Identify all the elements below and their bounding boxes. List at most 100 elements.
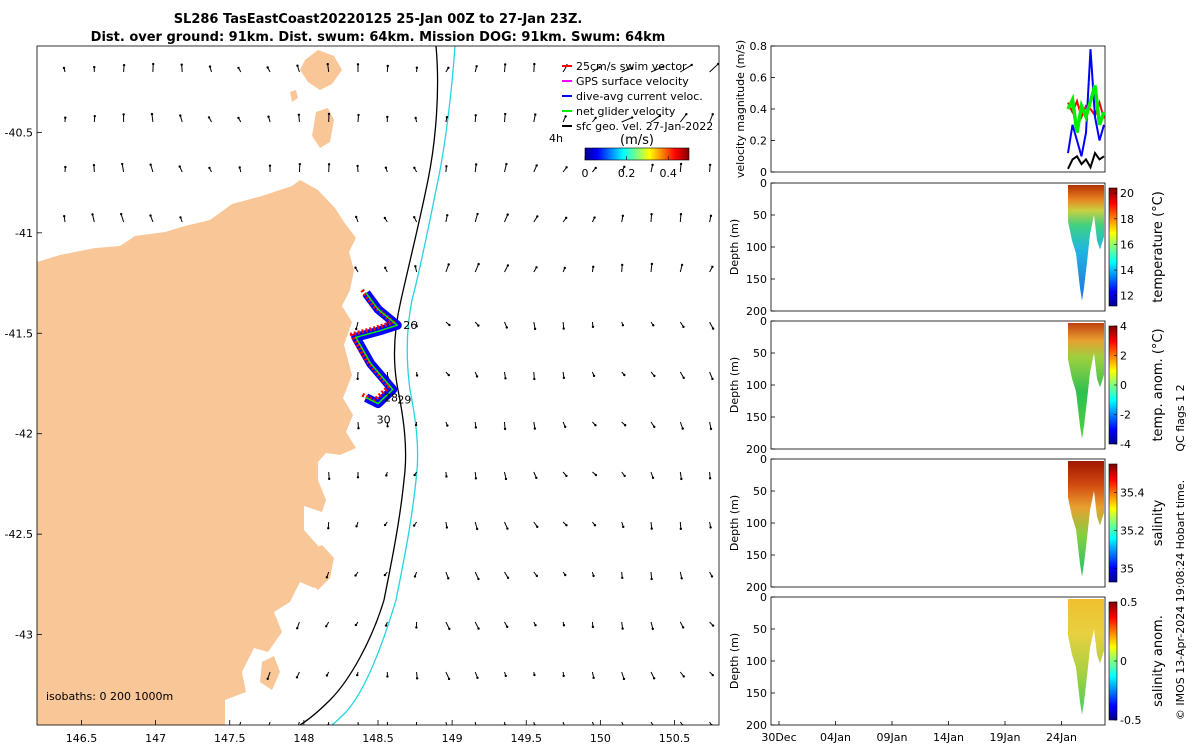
current-arrow-head [504, 63, 506, 65]
map-x-tick-label: 149 [442, 732, 463, 745]
current-arrow-head [477, 627, 479, 629]
current-arrow-head [504, 113, 506, 115]
depth-y-tick-label: 150 [746, 273, 767, 286]
current-arrow-head [122, 113, 124, 115]
map-x-tick-label: 147 [145, 732, 166, 745]
current-arrow-head [621, 577, 623, 579]
current-arrow-head [267, 115, 269, 117]
current-arrow-head [504, 377, 506, 379]
depth-colorbar-tick-label: -4 [1120, 438, 1131, 451]
depth-colorbar-tick-label: 2 [1120, 350, 1127, 363]
depth-colorbar-tick-label: -0.5 [1120, 714, 1141, 727]
current-arrow-head [354, 574, 356, 576]
current-arrow-head [64, 166, 66, 168]
current-arrow-head [296, 676, 298, 678]
current-arrow-head [93, 164, 95, 166]
map-x-tick-label: 149.5 [511, 732, 543, 745]
current-arrow-head [506, 626, 508, 628]
current-arrow-head [355, 624, 357, 626]
current-arrow-head [653, 426, 655, 428]
day-label: 26 [403, 319, 417, 332]
current-arrow-head [413, 474, 415, 476]
current-arrow-head [507, 577, 509, 579]
current-arrow-head [683, 675, 685, 677]
current-arrow-head [448, 678, 450, 680]
map-x-tick-label: 150 [590, 732, 611, 745]
current-arrow-head [712, 327, 714, 329]
depth-y-tick-label: 0 [760, 453, 767, 466]
current-arrow-head [592, 626, 594, 628]
time-tick-label: 24Jan [1046, 731, 1077, 744]
depth-y-tick-label: 150 [746, 411, 767, 424]
current-arrow-head [593, 216, 595, 218]
depth-y-tick-label: 0 [760, 177, 767, 190]
current-arrow-head [594, 524, 596, 526]
depth-y-label: Depth (m) [728, 219, 741, 275]
current-arrow-head [507, 264, 509, 266]
current-arrow-head [328, 113, 330, 115]
current-arrow-head [413, 167, 415, 169]
current-arrow-head [712, 113, 714, 115]
current-arrow-head [385, 474, 387, 476]
current-arrow-head [653, 375, 655, 377]
current-arrow-head [685, 113, 687, 115]
depth-colorbar-tick-label: 16 [1120, 238, 1134, 251]
current-arrow-head [564, 726, 566, 728]
legend-label: net glider velocity [576, 105, 676, 118]
current-arrow-head [680, 163, 682, 165]
current-arrow-head [208, 167, 210, 169]
current-arrow-head [623, 374, 625, 376]
current-arrow-head [534, 113, 536, 115]
depth-y-tick-label: 0 [760, 591, 767, 604]
current-arrow-head [563, 377, 565, 379]
map-y-tick-label: -40.5 [5, 126, 33, 139]
depth-colorbar-tick-label: 0.5 [1120, 596, 1138, 609]
current-arrow-head [650, 578, 652, 580]
velocity-y-label: velocity magnitude (m/s) [734, 40, 747, 178]
velocity-panel: 00.20.40.60.8 velocity magnitude (m/s) [734, 40, 1105, 179]
current-arrow-head [355, 216, 357, 218]
current-arrow-head [534, 624, 536, 626]
current-arrow-head [595, 474, 597, 476]
current-arrow-head [533, 63, 535, 65]
current-arrow-head [63, 67, 65, 69]
depth-y-tick-label: 100 [746, 517, 767, 530]
current-arrow-head [476, 213, 478, 215]
map-x-tick-label: 150.5 [659, 732, 691, 745]
depth-colorbar-label: temp. anom. (°C) [1151, 328, 1166, 441]
current-arrow-head [565, 217, 567, 219]
current-arrow-head [651, 164, 653, 166]
current-arrow-head [357, 63, 359, 65]
current-arrow-head [355, 525, 357, 527]
current-arrow-head [179, 216, 181, 218]
current-arrow-head [565, 524, 567, 526]
current-arrow-head [564, 574, 566, 576]
map-y-ticks: -40.5-41-41.5-42-42.5-43 [5, 126, 42, 641]
depth-colorbar-tick-label: 20 [1120, 187, 1134, 200]
current-arrow-head [357, 114, 359, 116]
depth-colorbar [1109, 464, 1117, 582]
depth-y-tick-label: 100 [746, 655, 767, 668]
current-arrow-head [477, 324, 479, 326]
current-arrow-head [414, 117, 416, 119]
current-arrow-head [415, 728, 417, 730]
current-arrow-head [477, 578, 479, 580]
current-arrow-head [297, 725, 299, 727]
current-arrow-head [475, 426, 477, 428]
current-arrow-head [446, 116, 448, 118]
velocity-y-tick-label: 0.2 [750, 135, 768, 148]
current-arrow-head [384, 217, 386, 219]
current-arrow-head [565, 166, 567, 168]
current-arrow-head [446, 526, 448, 528]
time-tick-label: 09Jan [877, 731, 908, 744]
current-arrow-head [652, 324, 654, 326]
current-arrow-head [682, 427, 684, 429]
depth-colorbar-tick-label: 0 [1120, 655, 1127, 668]
current-arrow-head [594, 424, 596, 426]
map-y-tick-label: -41.5 [5, 327, 33, 340]
depth-y-tick-label: 100 [746, 379, 767, 392]
current-arrow-head [357, 427, 359, 429]
current-arrow-head [653, 677, 655, 679]
